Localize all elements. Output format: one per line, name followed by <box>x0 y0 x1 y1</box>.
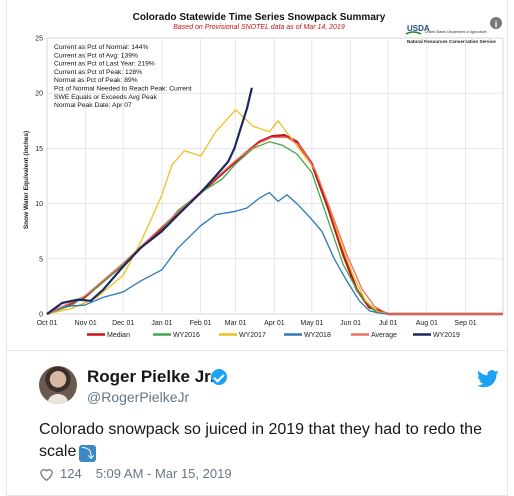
x-tick-label: May 01 <box>300 320 323 327</box>
chart-title: Colorado Statewide Time Series Snowpack … <box>133 12 386 23</box>
legend: Median WY2016 WY2017 WY2018 Average WY2019 <box>87 332 460 339</box>
tweet-footer: 124 5:09 AM - Mar 15, 2019 <box>39 466 232 481</box>
heart-icon[interactable] <box>39 467 54 481</box>
verified-badge-icon <box>211 369 227 385</box>
legend-label: WY2019 <box>433 332 460 339</box>
legend-label: WY2016 <box>173 332 200 339</box>
usda-logo: USDA <box>407 24 430 33</box>
y-tick-label: 25 <box>35 36 43 43</box>
tweet-card: Colorado Statewide Time Series Snowpack … <box>6 0 508 496</box>
info-line: Current as Pct of Last Year: 219% <box>54 61 155 68</box>
agency-service: Natural Resources Conservation Service <box>407 39 496 44</box>
series-line-wy2017 <box>46 109 503 315</box>
info-block: Current as Pct of Normal: 144%Current as… <box>54 44 192 109</box>
y-tick-label: 15 <box>35 146 43 153</box>
arrow-emoji: ⤵ <box>79 445 97 462</box>
info-line: Normal Peak Date: Apr 07 <box>54 102 132 109</box>
svg-text:i: i <box>495 19 498 29</box>
tweet-body: Colorado snowpack so juiced in 2019 that… <box>39 421 482 460</box>
snowpack-chart-image[interactable]: Colorado Statewide Time Series Snowpack … <box>7 0 507 346</box>
author-name[interactable]: Roger Pielke Jr. <box>87 367 215 386</box>
info-line: Current as Pct of Normal: 144% <box>54 44 148 51</box>
legend-label: Average <box>371 332 397 339</box>
legend-label: WY2017 <box>239 332 266 339</box>
tweet-text: Colorado snowpack so juiced in 2019 that… <box>39 419 499 463</box>
series-line-median <box>46 133 503 316</box>
x-tick-label: Feb 01 <box>190 320 212 327</box>
legend-label: Median <box>107 332 130 339</box>
twitter-bird-icon[interactable] <box>477 370 499 388</box>
y-tick-label: 0 <box>39 312 43 319</box>
x-tick-label: Dec 01 <box>112 320 134 327</box>
snowpack-chart: Colorado Statewide Time Series Snowpack … <box>23 12 504 339</box>
avatar[interactable] <box>39 366 77 404</box>
y-axis-label: Snow Water Equivalent (inches) <box>23 131 30 229</box>
info-icon[interactable]: i <box>490 17 502 29</box>
usda-logo-swoosh <box>405 31 422 35</box>
author-handle[interactable]: @RogerPielkeJr <box>87 389 190 405</box>
x-tick-label: Apr 01 <box>264 320 285 327</box>
y-tick-label: 10 <box>35 201 43 208</box>
info-line: Pct of Normal Needed to Reach Peak: Curr… <box>54 86 192 93</box>
x-ticks: Oct 01 Nov 01 Dec 01 Jan 01 Feb 01 Mar 01 Apr … <box>37 320 477 327</box>
chart-subtitle: Based on Provisional SNOTEL data as of M… <box>173 24 345 31</box>
x-tick-label: Aug 01 <box>416 320 438 327</box>
series-line-wy2018 <box>46 191 503 315</box>
info-line: Current as Pct of Avg: 139% <box>54 52 138 59</box>
x-tick-label: Jul 01 <box>379 320 398 327</box>
x-tick-label: Oct 01 <box>37 320 58 327</box>
y-ticks: 0 5 10 15 20 25 <box>35 36 43 319</box>
x-tick-label: Sep 01 <box>454 320 476 327</box>
x-tick-label: Nov 01 <box>75 320 97 327</box>
x-tick-label: Jun 01 <box>340 320 361 327</box>
series-line-wy2016 <box>46 141 503 315</box>
series-lines <box>46 87 503 316</box>
agency-dept: United States Department of Agriculture <box>425 30 487 34</box>
y-tick-label: 5 <box>39 256 43 263</box>
info-line: SWE Equals or Exceeds Avg Peak <box>54 94 157 101</box>
y-tick-label: 20 <box>35 91 43 98</box>
legend-label: WY2018 <box>304 332 331 339</box>
like-count[interactable]: 124 <box>60 466 82 481</box>
divider <box>7 350 507 351</box>
series-line-wy2019 <box>46 87 253 315</box>
info-line: Normal as Pct of Peak: 89% <box>54 77 138 84</box>
series-line-average <box>46 136 503 315</box>
x-tick-label: Mar 01 <box>225 320 247 327</box>
x-tick-label: Jan 01 <box>151 320 172 327</box>
timestamp[interactable]: 5:09 AM - Mar 15, 2019 <box>95 466 232 481</box>
info-line: Current as Pct of Peak: 128% <box>54 69 142 76</box>
